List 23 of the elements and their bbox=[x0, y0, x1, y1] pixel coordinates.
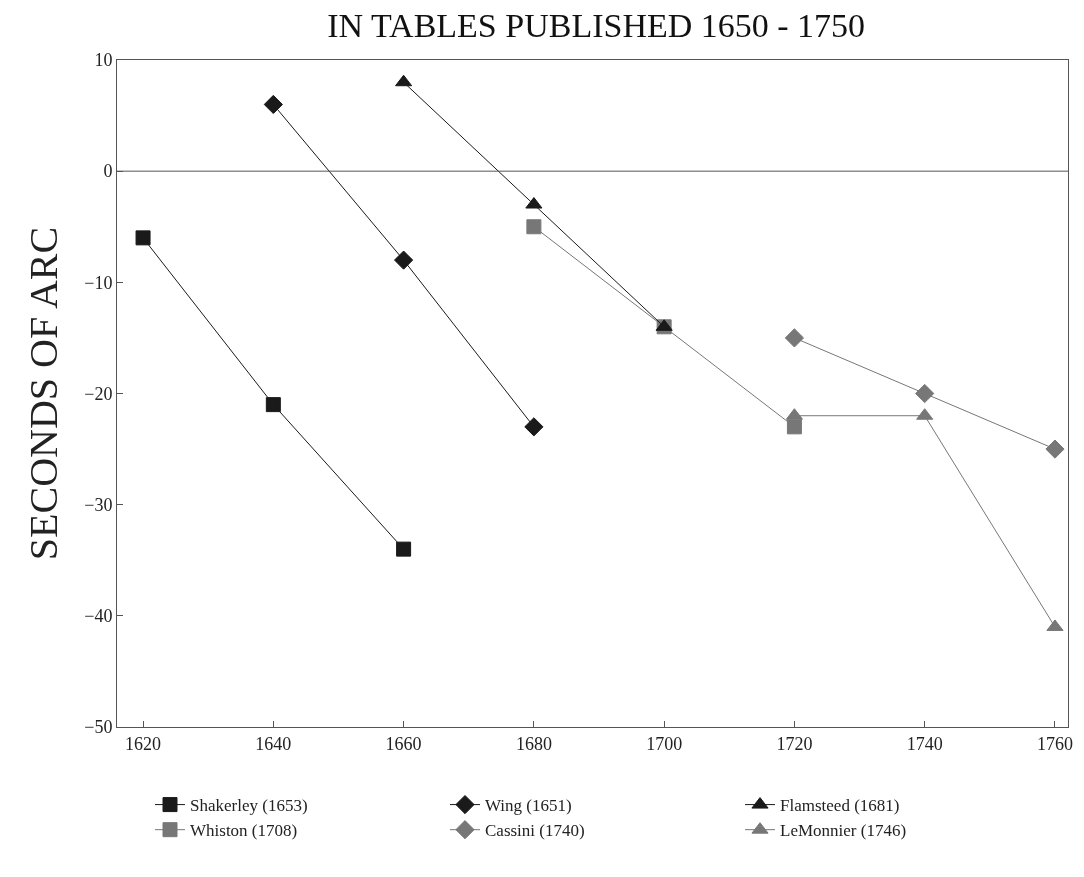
x-tick-label: 1620 bbox=[125, 733, 162, 754]
legend-label: LeMonnier (1746) bbox=[780, 821, 907, 841]
x-tick-label: 1740 bbox=[906, 733, 943, 754]
legend-label: Whiston (1708) bbox=[190, 821, 298, 841]
y-tick-label: −50 bbox=[84, 717, 113, 738]
y-tick-label: −30 bbox=[84, 494, 113, 515]
y-tick-label: 0 bbox=[103, 161, 113, 182]
x-tick-label: 1760 bbox=[1036, 733, 1073, 754]
y-tick-label: −40 bbox=[84, 606, 113, 627]
x-tick-label: 1640 bbox=[255, 733, 292, 754]
legend-label: Shakerley (1653) bbox=[190, 796, 308, 816]
y-axis-title: SECONDS OF ARC bbox=[20, 226, 66, 561]
x-tick-label: 1660 bbox=[385, 733, 422, 754]
legend-label: Flamsteed (1681) bbox=[780, 796, 900, 816]
legend-label: Wing (1651) bbox=[485, 796, 572, 816]
chart-title: IN TABLES PUBLISHED 1650 - 1750 bbox=[327, 6, 866, 44]
legend-label: Cassini (1740) bbox=[485, 821, 585, 841]
y-tick-label: −10 bbox=[84, 272, 113, 293]
x-tick-label: 1700 bbox=[646, 733, 683, 754]
x-tick-label: 1680 bbox=[515, 733, 552, 754]
y-tick-label: −20 bbox=[84, 383, 113, 404]
x-tick-label: 1720 bbox=[776, 733, 813, 754]
y-tick-label: 10 bbox=[94, 50, 113, 71]
